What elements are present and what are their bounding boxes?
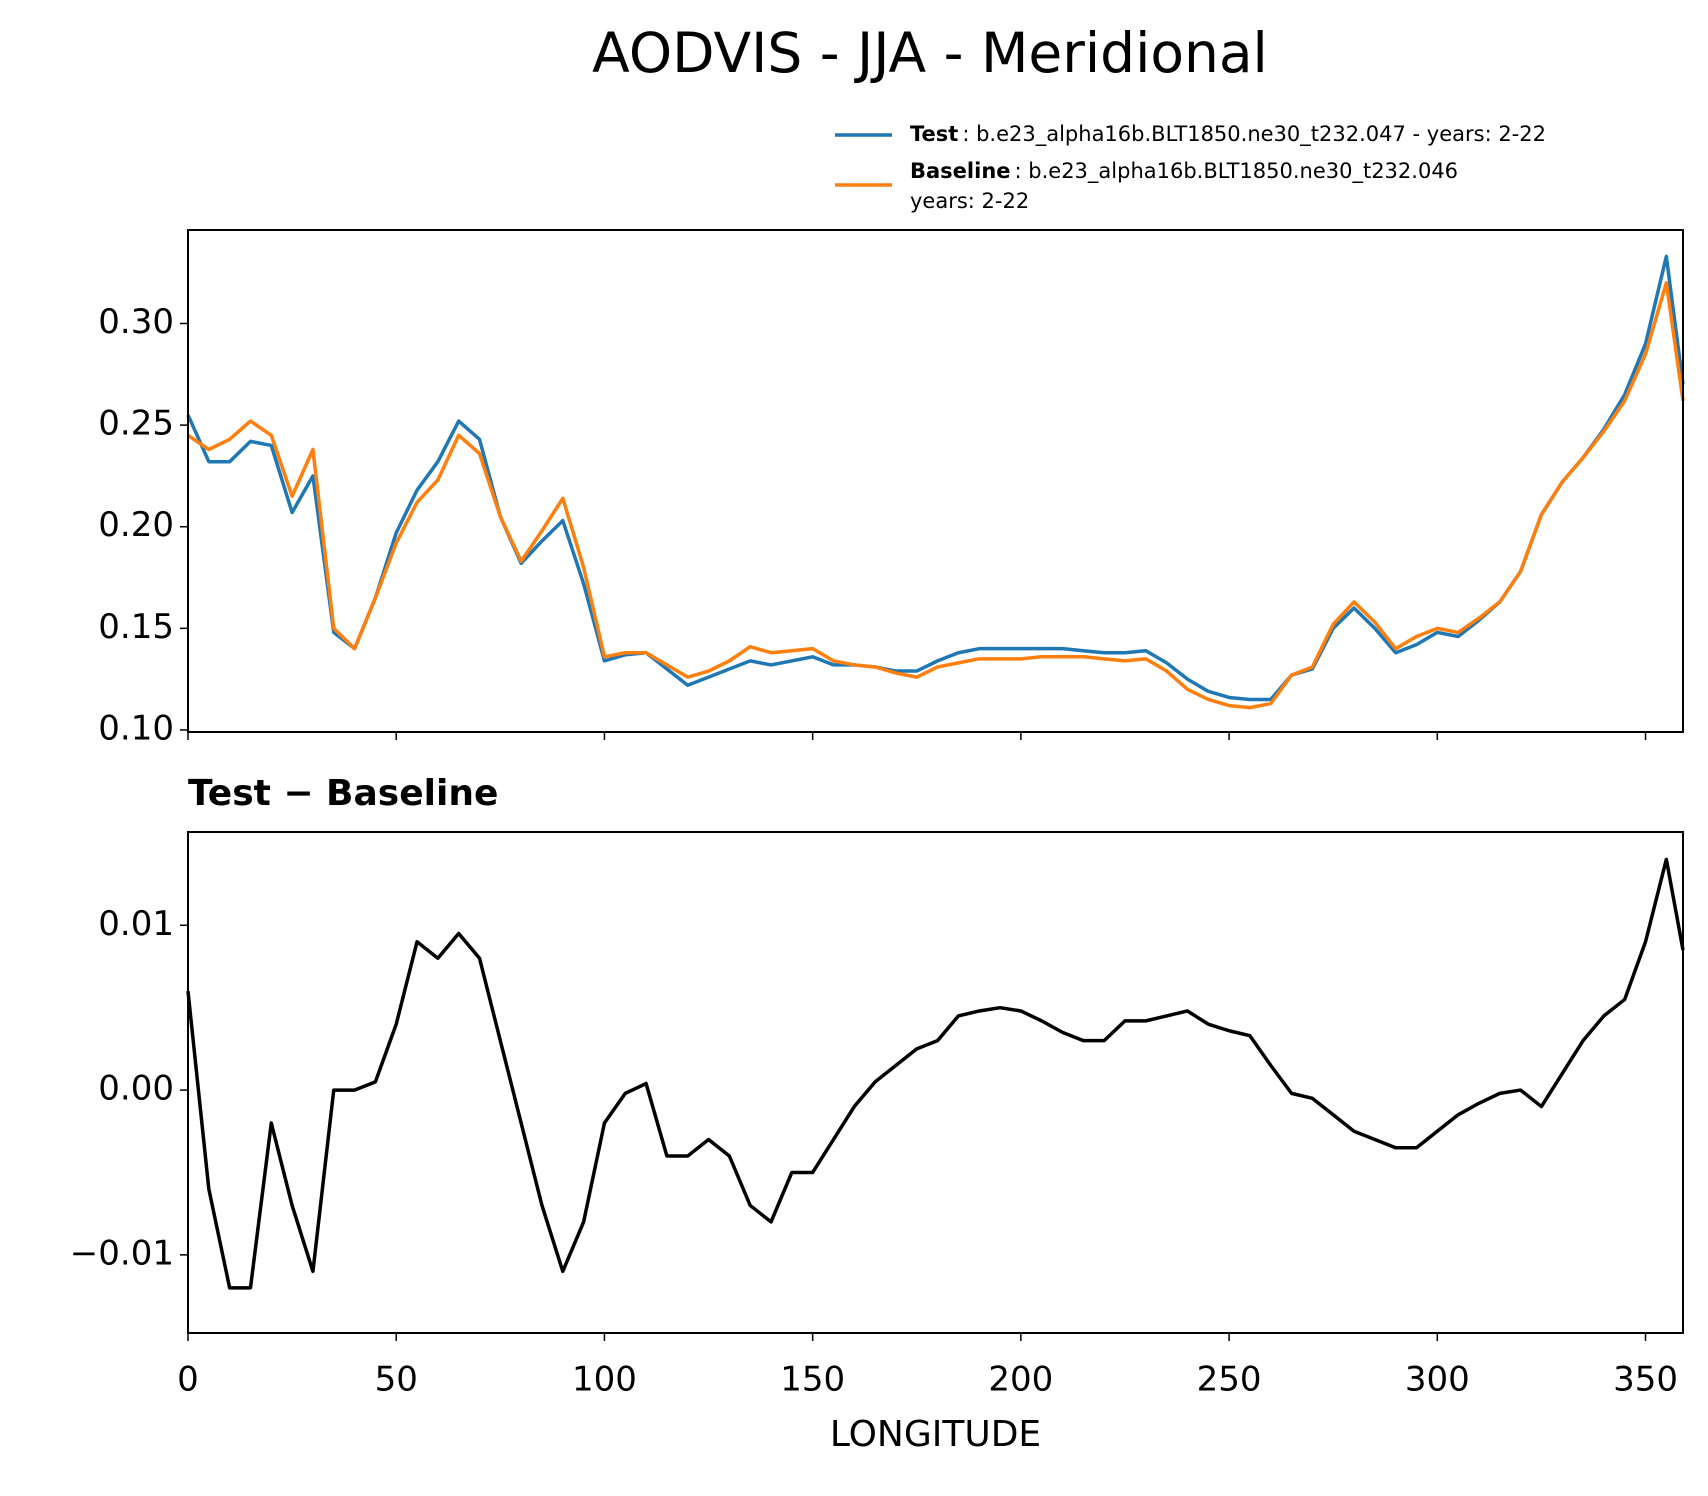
y-tick-label: 0.25 — [98, 404, 174, 444]
y-tick-label: 0.10 — [98, 708, 174, 748]
x-tick-label: 0 — [177, 1360, 199, 1400]
y-tick-label: 0.00 — [98, 1069, 174, 1109]
x-tick-label: 250 — [1197, 1360, 1262, 1400]
y-tick-label: 0.15 — [98, 607, 174, 647]
plot-frame — [187, 831, 1684, 1334]
x-axis-label: LONGITUDE — [830, 1414, 1041, 1455]
y-tick-label: −0.01 — [70, 1233, 174, 1273]
legend-text: : b.e23_alpha16b.BLT1850.ne30_t232.047 -… — [962, 122, 1546, 147]
legend-text: : b.e23_alpha16b.BLT1850.ne30_t232.046 — [1015, 159, 1459, 184]
data-line — [186, 254, 1685, 702]
y-tick-label: 0.30 — [98, 302, 174, 342]
x-tick-label: 100 — [572, 1360, 637, 1400]
y-tick-label: 0.01 — [98, 904, 174, 944]
y-tick-label: 0.20 — [98, 505, 174, 545]
data-line — [187, 281, 1685, 710]
x-tick-label: 200 — [988, 1360, 1053, 1400]
plot-frame — [187, 229, 1684, 733]
figure-title: AODVIS - JJA - Meridional — [592, 21, 1268, 85]
legend-name: Test — [910, 122, 958, 146]
panel-title: Test − Baseline — [188, 773, 498, 814]
x-tick-label: 350 — [1613, 1360, 1678, 1400]
x-tick-label: 300 — [1405, 1360, 1470, 1400]
legend-text: years: 2-22 — [910, 189, 1029, 213]
legend-name: Baseline — [910, 159, 1011, 183]
data-line — [186, 857, 1685, 1290]
x-tick-label: 150 — [780, 1360, 845, 1400]
x-tick-label: 50 — [375, 1360, 418, 1400]
